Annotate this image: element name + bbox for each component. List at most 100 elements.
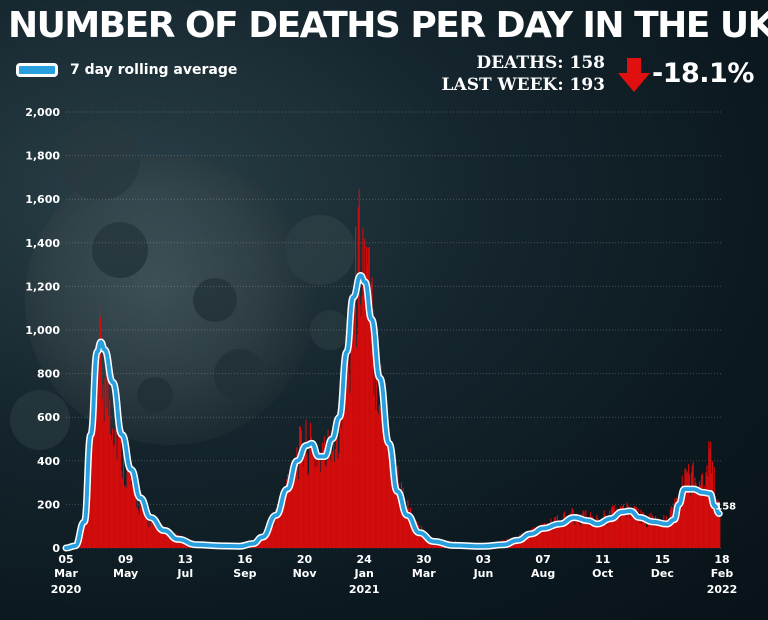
daily-bar (168, 529, 170, 548)
daily-bar (150, 521, 152, 548)
daily-bar (414, 531, 416, 548)
daily-bar (95, 396, 97, 548)
daily-bar (93, 352, 95, 548)
daily-bar (577, 519, 580, 548)
daily-bar (272, 520, 274, 548)
daily-bar (324, 464, 326, 548)
daily-bar (525, 535, 527, 548)
x-tick-day: 13 (178, 553, 193, 566)
daily-bar (306, 453, 308, 548)
daily-bar (622, 504, 625, 548)
daily-bar (143, 503, 145, 548)
daily-bar (273, 525, 275, 548)
daily-bar (277, 503, 279, 548)
daily-bar (362, 228, 364, 548)
daily-bar (359, 304, 361, 548)
daily-bar (277, 510, 280, 548)
daily-bar (288, 479, 290, 548)
daily-bar (718, 500, 720, 548)
daily-bar (376, 369, 378, 548)
daily-bar (328, 446, 330, 548)
daily-bar (648, 514, 650, 548)
daily-bar (341, 428, 343, 548)
daily-bar (612, 506, 614, 548)
daily-bar (609, 510, 611, 548)
daily-bar (142, 505, 144, 548)
daily-bar (656, 522, 658, 548)
daily-bar (705, 472, 707, 548)
daily-bar (97, 398, 99, 548)
daily-bar (593, 520, 595, 548)
daily-bar (657, 518, 659, 548)
daily-bar (712, 493, 714, 548)
daily-bar (419, 532, 421, 548)
daily-bar (640, 509, 642, 548)
daily-bar (631, 513, 633, 548)
deaths-stat: DEATHS: 158 (476, 53, 605, 73)
daily-bar (310, 437, 313, 548)
daily-bar (83, 518, 85, 548)
daily-bar (358, 188, 360, 548)
daily-bar (592, 521, 594, 548)
daily-bar (719, 509, 721, 548)
daily-bar (380, 365, 382, 548)
daily-bar (379, 408, 381, 548)
daily-bar (128, 472, 130, 548)
daily-bar (141, 498, 143, 548)
daily-bar (523, 538, 525, 548)
daily-bar (646, 527, 648, 548)
daily-bar (338, 452, 340, 548)
daily-bar (426, 537, 428, 548)
daily-bar (329, 456, 331, 548)
daily-bar (556, 515, 558, 548)
daily-bar (344, 367, 347, 548)
daily-bar (153, 520, 155, 548)
daily-bar (331, 450, 333, 548)
daily-bar (111, 428, 113, 548)
daily-bar (299, 426, 301, 548)
daily-bar (524, 535, 526, 548)
daily-bar (666, 519, 669, 548)
daily-bar (588, 522, 590, 548)
daily-bar (326, 460, 328, 548)
daily-bar (370, 282, 372, 548)
daily-bar (318, 454, 320, 548)
daily-bar (691, 465, 693, 548)
daily-bar (528, 531, 530, 548)
y-tick-label: 600 (37, 411, 60, 424)
daily-bar (635, 507, 637, 548)
daily-bar (571, 508, 573, 548)
daily-bar (261, 533, 263, 548)
daily-bar (101, 398, 103, 548)
daily-bar (91, 404, 93, 548)
daily-bar (327, 429, 329, 548)
daily-bar (138, 514, 140, 548)
daily-bar (554, 517, 556, 548)
daily-bar (165, 529, 167, 548)
daily-bar (286, 479, 288, 548)
daily-bar (561, 522, 563, 548)
daily-bar (330, 460, 332, 548)
daily-bar (183, 541, 185, 548)
x-tick-day: 30 (416, 553, 432, 566)
daily-bar (410, 519, 413, 548)
daily-bar (649, 523, 651, 548)
daily-bar (103, 421, 105, 548)
daily-bar (536, 534, 538, 548)
daily-bar (688, 474, 691, 548)
x-tick-day: 20 (297, 553, 313, 566)
daily-bar (292, 485, 294, 548)
daily-bar (316, 465, 318, 548)
daily-bar (152, 518, 154, 548)
daily-bar (350, 325, 352, 548)
x-tick-day: 07 (535, 553, 550, 566)
daily-bar (129, 472, 131, 548)
x-tick-day: 11 (595, 553, 610, 566)
daily-bar (267, 530, 269, 548)
daily-bar (114, 429, 116, 548)
daily-bar (714, 496, 716, 548)
daily-bar (555, 525, 558, 548)
daily-bar (576, 513, 578, 548)
daily-bar (298, 479, 300, 548)
daily-bar (311, 445, 313, 548)
